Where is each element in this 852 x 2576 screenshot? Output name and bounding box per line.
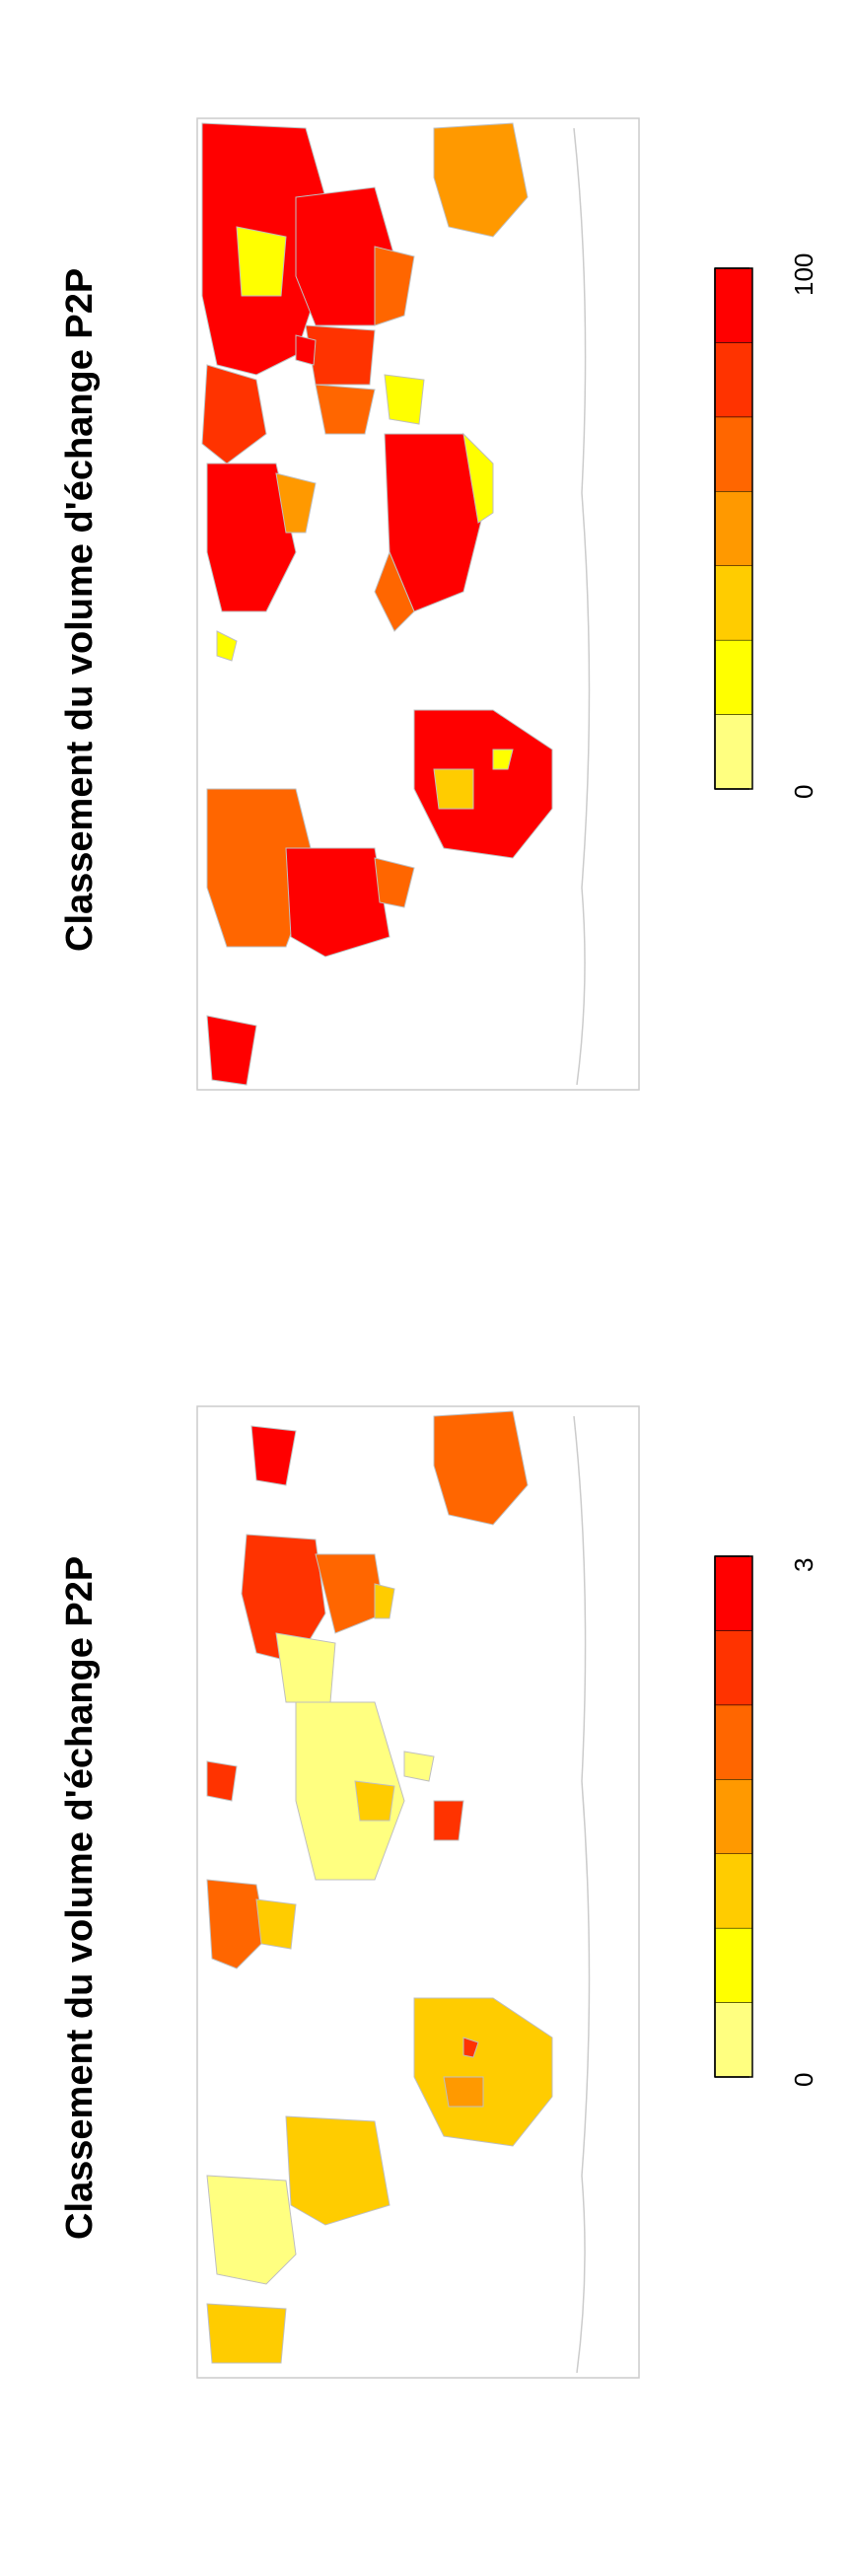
legend-swatch-2-1 [714, 1927, 753, 2003]
region-canada-1 [206, 788, 317, 948]
antarctica-outline-2 [573, 1415, 591, 2374]
world-map-2 [196, 1405, 640, 2379]
region-africa-c-2 [433, 1800, 464, 1841]
region-africa-b-2 [354, 1780, 395, 1822]
legend-max-label-1: 100 [789, 252, 818, 296]
region-middleeast-b-1 [315, 384, 376, 435]
region-eastern-europe-2 [255, 1898, 297, 1950]
region-africa-d-2 [403, 1751, 435, 1782]
region-alaska-1 [206, 1015, 257, 1086]
region-europe-2 [206, 1879, 267, 1969]
region-africa-b-1 [462, 432, 494, 524]
region-south-america-2 [413, 1997, 553, 2147]
legend-swatch-2-2 [714, 1853, 753, 1929]
map-panel-2: Classement du volume d'échange P2P [0, 1288, 852, 2576]
legend-swatch-2-6 [714, 1555, 753, 1631]
legend-swatch-1-3 [714, 491, 753, 566]
legend-min-label-2: 0 [789, 2072, 818, 2087]
region-north-asia-2 [250, 1425, 297, 1486]
map-panel-1: Classement du volume d'échange P2P [59, 117, 818, 1091]
legend-1 [714, 267, 753, 790]
region-usa-2 [285, 2115, 390, 2226]
region-mexico-1 [374, 857, 415, 908]
map-frame-1 [196, 117, 640, 1091]
region-kazakhstan-1 [201, 364, 267, 465]
region-europe-1 [206, 463, 297, 612]
region-south-america-1 [413, 709, 553, 859]
legend-swatch-1-1 [714, 639, 753, 715]
region-africa-2 [295, 1701, 405, 1881]
region-sa-b-1 [433, 768, 474, 810]
legend-colorbar-1 [714, 267, 753, 790]
region-sa-c-2 [462, 2037, 479, 2058]
region-eastern-europe-1 [275, 472, 317, 534]
region-middleeast-a-1 [384, 374, 425, 425]
region-uk-1 [216, 630, 238, 662]
map-frame-2 [196, 1405, 640, 2379]
legend-colorbar-2 [714, 1555, 753, 2078]
legend-max-label-2: 3 [789, 1557, 818, 1572]
legend-min-label-1: 0 [789, 784, 818, 799]
region-greenland-2 [206, 2175, 297, 2285]
region-australia-2 [433, 1410, 529, 1526]
legend-swatch-2-5 [714, 1630, 753, 1706]
region-mongolia-1 [236, 226, 287, 297]
region-japan-1 [295, 334, 317, 366]
region-usa-1 [285, 847, 390, 958]
region-sa-b-2 [443, 2076, 484, 2108]
region-africa-c-1 [374, 550, 415, 632]
region-sa-c-1 [492, 749, 514, 770]
legend-swatch-2-3 [714, 1779, 753, 1854]
region-seasia-2 [374, 1583, 395, 1619]
world-map-1 [196, 117, 640, 1091]
legend-swatch-2-4 [714, 1704, 753, 1780]
legend-swatch-1-6 [714, 267, 753, 343]
legend-swatch-2-0 [714, 2002, 753, 2078]
legend-2 [714, 1555, 753, 2078]
region-australia-1 [433, 122, 529, 238]
antarctica-outline-1 [573, 127, 591, 1086]
legend-swatch-1-0 [714, 714, 753, 790]
legend-swatch-1-5 [714, 342, 753, 418]
region-canada-2 [206, 2303, 287, 2364]
region-seasia-1 [374, 246, 415, 326]
legend-swatch-1-4 [714, 416, 753, 492]
legend-swatch-1-2 [714, 565, 753, 641]
region-scandinavia-2 [206, 1760, 238, 1802]
